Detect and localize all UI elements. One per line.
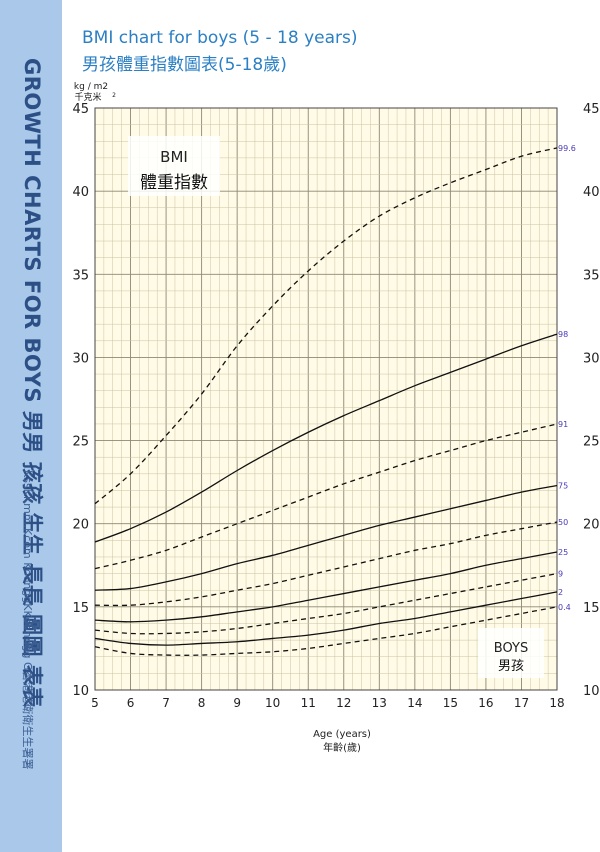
y-tick-label-left: 30 bbox=[72, 351, 89, 366]
bmi-label: BMI bbox=[160, 148, 188, 166]
y-tick-label-right: 20 bbox=[583, 518, 600, 533]
chart-title-zh: 男孩體重指數圖表(5-18歲) bbox=[82, 55, 287, 75]
y-unit-label: kg / m2 bbox=[74, 82, 108, 92]
percentile-label-98: 98 bbox=[558, 330, 568, 339]
y-tick-label-left: 35 bbox=[72, 268, 89, 283]
x-tick-label: 14 bbox=[407, 696, 422, 710]
percentile-curve-50 bbox=[94, 521, 558, 607]
percentile-label-0-4: 0.4 bbox=[558, 603, 571, 612]
x-tick-label: 6 bbox=[127, 696, 135, 710]
y-tick-label-right: 40 bbox=[583, 185, 600, 200]
y-tick-label-right: 25 bbox=[583, 435, 600, 450]
percentile-label-25: 25 bbox=[558, 548, 568, 557]
y-tick-label-right: 45 bbox=[583, 102, 600, 117]
percentile-label-2: 2 bbox=[558, 588, 563, 597]
y-unit-superscript: 2 bbox=[112, 92, 116, 99]
percentile-label-75: 75 bbox=[558, 481, 568, 490]
y-tick-label-left: 25 bbox=[72, 435, 89, 450]
bmi-label-zh: 體重指數 bbox=[140, 173, 208, 193]
plot-border bbox=[94, 107, 558, 691]
percentile-curve-9 bbox=[94, 572, 558, 635]
y-tick-label-right: 35 bbox=[583, 268, 600, 283]
sex-label-zh: 男孩 bbox=[498, 659, 524, 674]
x-tick-label: 12 bbox=[336, 696, 351, 710]
x-tick-label: 18 bbox=[549, 696, 564, 710]
x-tick-label: 9 bbox=[233, 696, 241, 710]
sidebar: GROWTH CHARTS FOR BOYS 男男 孩孩 生生 長長 圖圖 表表… bbox=[0, 0, 62, 852]
y-tick-label-left: 45 bbox=[72, 102, 89, 117]
y-tick-label-right: 30 bbox=[583, 351, 600, 366]
percentile-curve-2 bbox=[94, 591, 558, 646]
y-tick-label-left: 15 bbox=[72, 601, 89, 616]
y-tick-label-right: 10 bbox=[583, 684, 600, 699]
x-tick-label: 5 bbox=[91, 696, 99, 710]
percentile-curve-98 bbox=[94, 333, 558, 543]
bmi-label-box bbox=[128, 136, 220, 196]
sex-label: BOYS bbox=[494, 641, 528, 656]
x-axis-title-zh: 年齡(歲) bbox=[323, 741, 361, 754]
sex-label-box bbox=[478, 628, 544, 678]
percentile-label-50: 50 bbox=[558, 518, 568, 527]
percentile-curve-75 bbox=[94, 484, 558, 591]
x-tick-label: 13 bbox=[372, 696, 387, 710]
x-tick-label: 7 bbox=[162, 696, 170, 710]
percentile-curve-0-4 bbox=[94, 606, 558, 656]
y-tick-label-left: 40 bbox=[72, 185, 89, 200]
y-tick-label-right: 15 bbox=[583, 601, 600, 616]
y-unit-label-zh: 千克米 bbox=[74, 91, 101, 103]
percentile-curve-25 bbox=[94, 551, 558, 623]
x-tick-label: 10 bbox=[265, 696, 280, 710]
y-tick-label-left: 20 bbox=[72, 518, 89, 533]
percentile-label-9: 9 bbox=[558, 570, 563, 579]
x-tick-label: 11 bbox=[301, 696, 316, 710]
chart-title-en: BMI chart for boys (5 - 18 years) bbox=[82, 28, 358, 48]
x-tick-label: 17 bbox=[514, 696, 529, 710]
x-tick-label: 15 bbox=[443, 696, 458, 710]
percentile-label-99-6: 99.6 bbox=[558, 144, 576, 153]
percentile-curve-91 bbox=[94, 423, 558, 570]
x-tick-label: 8 bbox=[198, 696, 206, 710]
x-axis-title: Age (years) bbox=[313, 729, 371, 740]
percentile-label-91: 91 bbox=[558, 420, 568, 429]
percentile-curve-99-6 bbox=[94, 147, 558, 505]
y-tick-label-left: 10 bbox=[72, 684, 89, 699]
x-tick-label: 16 bbox=[478, 696, 493, 710]
